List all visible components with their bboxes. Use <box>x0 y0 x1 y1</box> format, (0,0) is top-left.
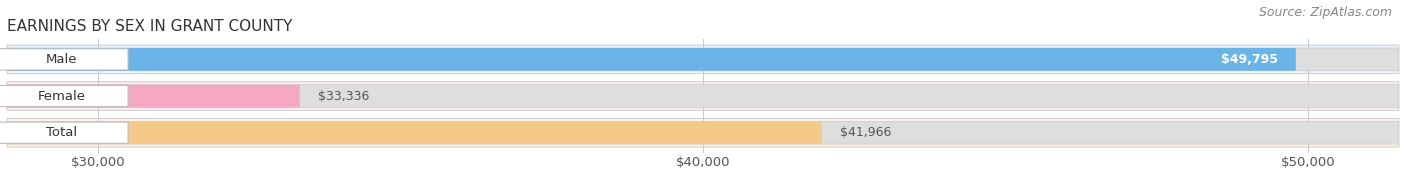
Text: Female: Female <box>38 90 86 103</box>
Text: Total: Total <box>46 126 77 139</box>
FancyBboxPatch shape <box>7 48 1296 71</box>
FancyBboxPatch shape <box>7 45 1399 74</box>
FancyBboxPatch shape <box>0 85 128 107</box>
FancyBboxPatch shape <box>7 48 1399 71</box>
Text: EARNINGS BY SEX IN GRANT COUNTY: EARNINGS BY SEX IN GRANT COUNTY <box>7 19 292 34</box>
Text: $49,795: $49,795 <box>1220 53 1278 66</box>
FancyBboxPatch shape <box>7 82 1399 110</box>
FancyBboxPatch shape <box>7 85 299 107</box>
FancyBboxPatch shape <box>7 121 823 144</box>
FancyBboxPatch shape <box>7 121 1399 144</box>
FancyBboxPatch shape <box>7 118 1399 147</box>
FancyBboxPatch shape <box>7 85 1399 107</box>
Text: $41,966: $41,966 <box>841 126 891 139</box>
Text: Male: Male <box>46 53 77 66</box>
Text: $33,336: $33,336 <box>318 90 370 103</box>
Text: Source: ZipAtlas.com: Source: ZipAtlas.com <box>1258 6 1392 19</box>
FancyBboxPatch shape <box>0 122 128 143</box>
FancyBboxPatch shape <box>0 49 128 70</box>
